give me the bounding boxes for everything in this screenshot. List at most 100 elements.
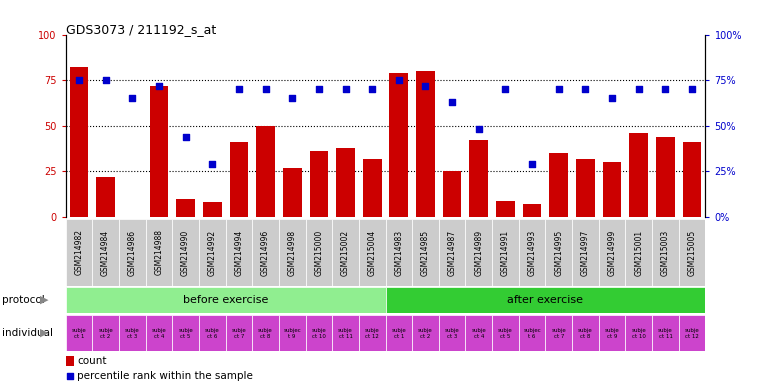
Bar xyxy=(172,219,199,286)
Text: subje
ct 12: subje ct 12 xyxy=(365,328,379,339)
Text: GSM214988: GSM214988 xyxy=(154,230,163,275)
Bar xyxy=(519,219,546,286)
Bar xyxy=(93,315,119,351)
Bar xyxy=(172,315,199,351)
Point xyxy=(526,161,538,167)
Text: GSM215003: GSM215003 xyxy=(661,229,670,276)
Text: GSM215001: GSM215001 xyxy=(635,229,643,276)
Bar xyxy=(279,315,305,351)
Bar xyxy=(546,315,572,351)
Text: subjec
t 9: subjec t 9 xyxy=(283,328,301,339)
Bar xyxy=(119,315,146,351)
Bar xyxy=(119,219,146,286)
Bar xyxy=(576,159,594,217)
Text: subje
ct 8: subje ct 8 xyxy=(258,328,273,339)
Text: subje
ct 5: subje ct 5 xyxy=(178,328,193,339)
Text: subje
ct 2: subje ct 2 xyxy=(418,328,433,339)
Point xyxy=(392,77,405,83)
Bar xyxy=(199,219,225,286)
Bar xyxy=(93,219,119,286)
Bar xyxy=(412,315,439,351)
Bar xyxy=(497,200,515,217)
Bar xyxy=(146,219,172,286)
Bar xyxy=(599,219,625,286)
Text: before exercise: before exercise xyxy=(183,295,268,305)
Point xyxy=(446,99,458,105)
Bar xyxy=(386,219,412,286)
Bar xyxy=(252,219,279,286)
Bar xyxy=(283,168,301,217)
Point xyxy=(500,86,512,93)
Text: GSM214987: GSM214987 xyxy=(448,229,456,276)
Text: subje
ct 7: subje ct 7 xyxy=(551,328,566,339)
Bar xyxy=(332,315,359,351)
Text: GDS3073 / 211192_s_at: GDS3073 / 211192_s_at xyxy=(66,23,216,36)
Bar xyxy=(652,315,678,351)
Bar xyxy=(439,315,466,351)
Text: subje
ct 4: subje ct 4 xyxy=(471,328,487,339)
Text: subje
ct 3: subje ct 3 xyxy=(445,328,460,339)
Text: ▶: ▶ xyxy=(40,295,49,305)
Bar xyxy=(412,219,439,286)
Text: subje
ct 9: subje ct 9 xyxy=(604,328,620,339)
Text: GSM214992: GSM214992 xyxy=(207,229,217,276)
Bar xyxy=(359,315,386,351)
Text: subje
ct 7: subje ct 7 xyxy=(231,328,246,339)
Text: subje
ct 2: subje ct 2 xyxy=(98,328,113,339)
Text: GSM215005: GSM215005 xyxy=(688,229,697,276)
Bar xyxy=(523,204,541,217)
Text: GSM214995: GSM214995 xyxy=(554,229,564,276)
Text: count: count xyxy=(77,356,106,366)
Text: GSM214998: GSM214998 xyxy=(288,229,297,276)
Bar xyxy=(466,315,492,351)
Bar xyxy=(146,315,172,351)
Text: GSM215002: GSM215002 xyxy=(341,229,350,276)
Bar xyxy=(305,219,332,286)
Text: GSM214984: GSM214984 xyxy=(101,229,110,276)
Bar xyxy=(678,219,705,286)
Text: subje
ct 10: subje ct 10 xyxy=(631,328,646,339)
Text: GSM214997: GSM214997 xyxy=(581,229,590,276)
Text: GSM214991: GSM214991 xyxy=(501,229,510,276)
Point xyxy=(233,86,245,93)
Text: GSM214993: GSM214993 xyxy=(527,229,537,276)
Text: subje
ct 5: subje ct 5 xyxy=(498,328,513,339)
Text: GSM214982: GSM214982 xyxy=(74,230,83,275)
Bar xyxy=(66,219,93,286)
Bar xyxy=(678,315,705,351)
Point xyxy=(206,161,218,167)
Bar xyxy=(150,86,168,217)
Bar xyxy=(599,315,625,351)
Text: GSM214990: GSM214990 xyxy=(181,229,190,276)
Bar xyxy=(386,315,412,351)
Bar xyxy=(96,177,115,217)
Point xyxy=(72,77,85,83)
Bar xyxy=(230,142,248,217)
Bar xyxy=(629,133,648,217)
Point xyxy=(286,95,298,101)
Point xyxy=(553,86,565,93)
Bar xyxy=(332,219,359,286)
Bar xyxy=(683,142,702,217)
Point xyxy=(366,86,379,93)
Bar xyxy=(625,219,652,286)
Bar xyxy=(305,315,332,351)
Bar xyxy=(359,219,386,286)
Point xyxy=(180,134,192,140)
Text: protocol: protocol xyxy=(2,295,44,305)
Text: subje
ct 6: subje ct 6 xyxy=(205,328,220,339)
Text: GSM214996: GSM214996 xyxy=(261,229,270,276)
Bar xyxy=(492,315,519,351)
Bar xyxy=(470,141,488,217)
Bar xyxy=(69,68,88,217)
Point xyxy=(313,86,325,93)
Bar xyxy=(603,162,621,217)
Text: subjec
t 6: subjec t 6 xyxy=(524,328,541,339)
Text: percentile rank within the sample: percentile rank within the sample xyxy=(77,371,253,381)
Text: GSM214989: GSM214989 xyxy=(474,229,483,276)
Bar xyxy=(625,315,652,351)
Bar xyxy=(252,315,279,351)
Point xyxy=(686,86,699,93)
Bar xyxy=(416,71,435,217)
Bar xyxy=(386,287,705,313)
